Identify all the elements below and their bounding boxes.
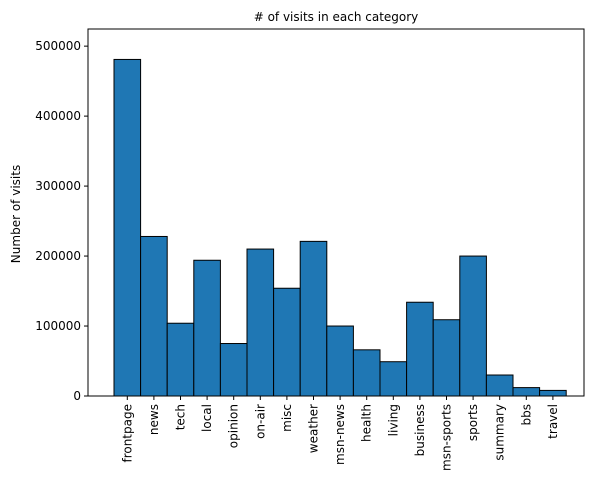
x-tick-label: sports bbox=[466, 404, 480, 441]
x-tick-label: frontpage bbox=[120, 404, 134, 463]
x-tick-label: living bbox=[386, 404, 400, 436]
x-tick-label: opinion bbox=[227, 404, 241, 448]
y-tick-label: 0 bbox=[73, 389, 81, 403]
x-tick-label: news bbox=[147, 404, 161, 435]
bar-msn-news bbox=[326, 325, 354, 397]
y-tick-label: 400000 bbox=[35, 109, 81, 123]
chart-title: # of visits in each category bbox=[254, 10, 419, 24]
y-tick-label: 200000 bbox=[35, 249, 81, 263]
bar-living bbox=[379, 361, 408, 397]
bar-msn-sports bbox=[432, 319, 461, 397]
x-tick-label: weather bbox=[307, 404, 321, 453]
x-tick-label: summary bbox=[493, 404, 507, 461]
bar-travel bbox=[539, 389, 567, 397]
bar-news bbox=[140, 235, 168, 397]
y-tick-label: 100000 bbox=[35, 319, 81, 333]
bar-tech bbox=[166, 322, 195, 397]
bar-bbs bbox=[512, 387, 541, 397]
bar-local bbox=[193, 259, 221, 397]
bar-summary bbox=[485, 374, 514, 397]
y-axis-label: Number of visits bbox=[9, 165, 23, 263]
bar-opinion bbox=[219, 343, 248, 397]
plot-frame bbox=[87, 28, 585, 397]
bar-health bbox=[352, 349, 381, 397]
bar-frontpage bbox=[113, 58, 142, 397]
x-tick-label: health bbox=[360, 404, 374, 442]
bar-on-air bbox=[246, 248, 275, 397]
x-ticks-group: frontpage news tech local opinion on-air misc w… bbox=[120, 396, 560, 471]
bar-weather bbox=[299, 240, 328, 397]
x-tick-label: misc bbox=[280, 404, 294, 432]
x-tick-label: msn-sports bbox=[440, 404, 454, 471]
x-tick-label: local bbox=[200, 404, 214, 432]
bar-sports bbox=[459, 255, 487, 397]
y-tick-label: 300000 bbox=[35, 179, 81, 193]
x-tick-label: on-air bbox=[253, 404, 267, 439]
x-tick-label: msn-news bbox=[333, 404, 347, 465]
bars-group bbox=[113, 58, 567, 397]
bar-misc bbox=[273, 287, 301, 397]
x-tick-label: bbs bbox=[519, 404, 533, 426]
x-tick-label: business bbox=[413, 404, 427, 456]
y-tick-label: 500000 bbox=[35, 39, 81, 53]
x-tick-label: tech bbox=[174, 404, 188, 430]
y-ticks-group: 0 100000 200000 300000 400000 500000 bbox=[35, 39, 88, 403]
bar-business bbox=[406, 301, 434, 397]
x-tick-label: travel bbox=[546, 404, 560, 439]
